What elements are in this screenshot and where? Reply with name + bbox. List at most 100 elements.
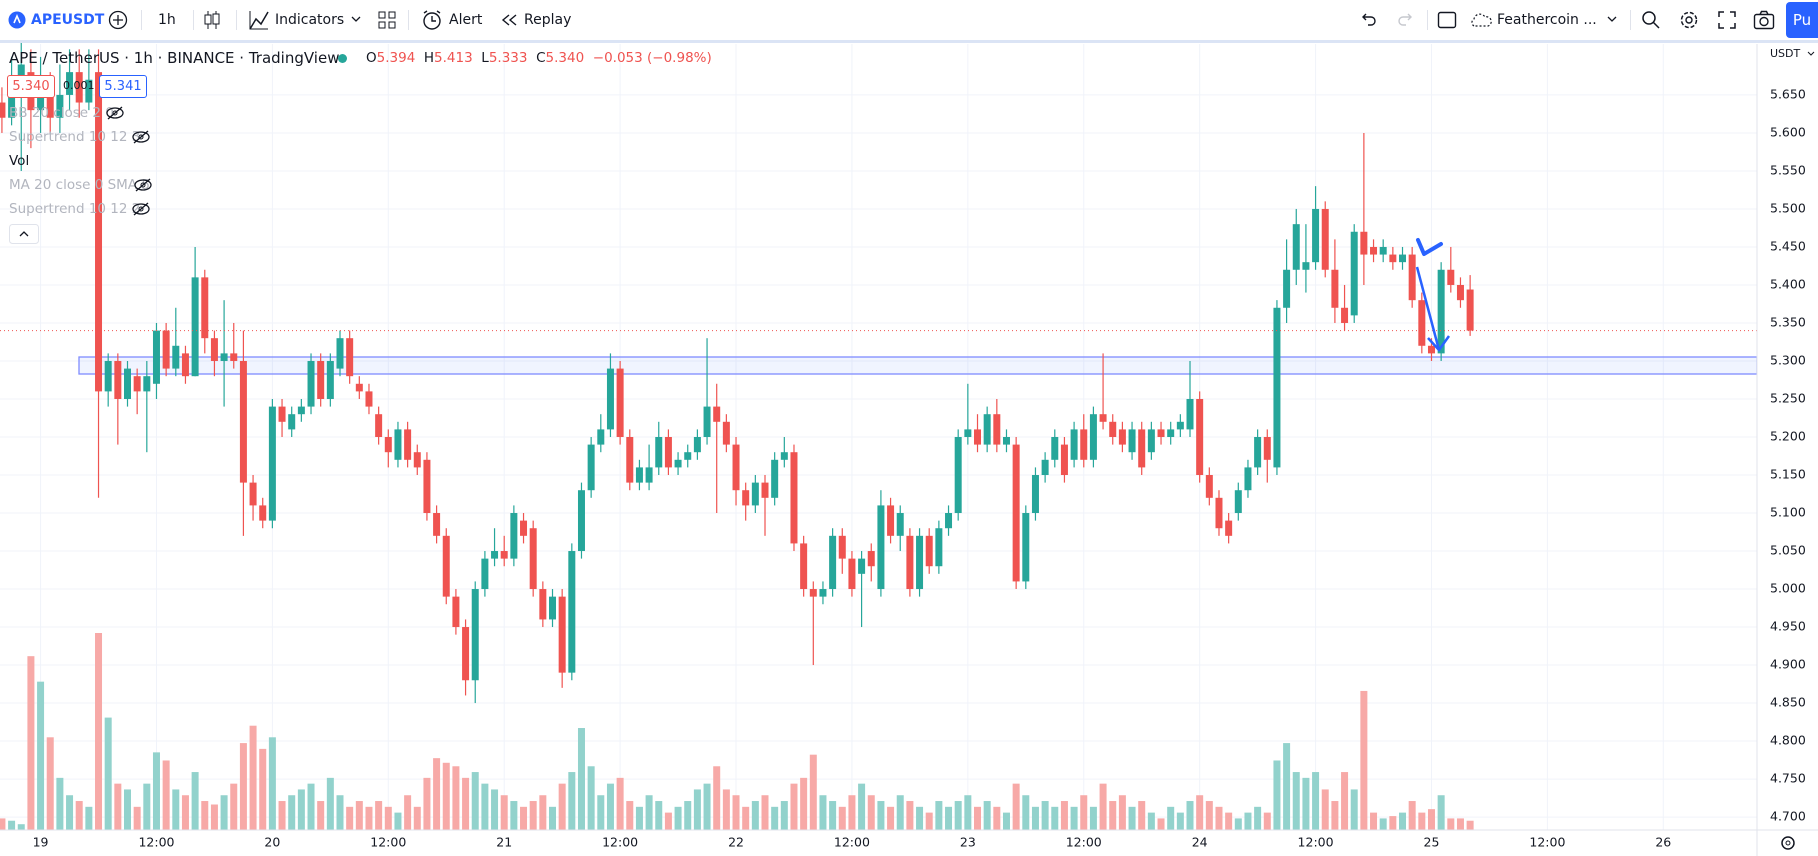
volume-bar bbox=[954, 801, 962, 830]
indicators-icon[interactable] bbox=[248, 9, 270, 31]
candle-body bbox=[722, 421, 730, 445]
candle-body bbox=[162, 330, 170, 369]
layout-box[interactable] bbox=[1437, 11, 1457, 29]
volume-bar bbox=[800, 777, 808, 830]
interval[interactable]: 1h bbox=[158, 12, 176, 28]
volume-bar bbox=[1447, 818, 1455, 830]
candle-body bbox=[85, 79, 93, 103]
hidden-eye[interactable] bbox=[105, 105, 125, 121]
settings[interactable] bbox=[1678, 9, 1700, 31]
alert-button[interactable]: Alert bbox=[449, 12, 483, 28]
undo[interactable] bbox=[1358, 11, 1378, 29]
volume-bar bbox=[8, 820, 16, 830]
volume-bar bbox=[1089, 806, 1097, 830]
indicator-label[interactable]: MA 20 close 0 SMA 5 bbox=[9, 177, 150, 193]
fullscreen[interactable] bbox=[1717, 10, 1737, 30]
buy-button[interactable]: 5.341 bbox=[99, 75, 147, 98]
indicator-label[interactable]: BB 20 close 2 0 bbox=[9, 105, 114, 121]
candle-body bbox=[1205, 475, 1213, 498]
volume-bar bbox=[433, 758, 441, 830]
y-tick-label: 4.700 bbox=[1770, 809, 1806, 824]
candle-body bbox=[771, 459, 779, 498]
candle-body bbox=[1389, 254, 1397, 263]
volume-bar bbox=[1051, 806, 1059, 830]
layout-name[interactable]: Feathercoin ... bbox=[1497, 12, 1597, 28]
volume-bar bbox=[858, 783, 866, 830]
candle-body bbox=[713, 406, 721, 422]
volume-bar bbox=[1205, 801, 1213, 830]
search[interactable] bbox=[1641, 10, 1661, 30]
snapshot[interactable] bbox=[1753, 10, 1775, 30]
hidden-eye[interactable] bbox=[131, 201, 151, 217]
replay-icon[interactable] bbox=[501, 13, 519, 27]
currency-label[interactable]: USDT bbox=[1770, 47, 1801, 60]
candle-body bbox=[1437, 269, 1445, 354]
candle-body bbox=[1012, 444, 1020, 582]
chart-type[interactable] bbox=[202, 9, 222, 31]
hidden-eye[interactable] bbox=[131, 129, 151, 145]
drawn-arrow[interactable] bbox=[1415, 266, 1441, 351]
indicator-label[interactable]: Supertrend 10 12 3 bbox=[9, 129, 141, 145]
indicator-label[interactable]: Vol bbox=[9, 153, 30, 169]
symbol-logo bbox=[8, 11, 26, 29]
candle-body bbox=[703, 406, 711, 437]
volume-bar bbox=[510, 801, 518, 830]
volume-bar bbox=[1312, 772, 1320, 830]
y-tick-label: 4.750 bbox=[1770, 771, 1806, 786]
volume-bar bbox=[684, 801, 692, 830]
sell-button[interactable]: 5.340 bbox=[7, 75, 55, 98]
indicator-label[interactable]: Supertrend 10 12 2 bbox=[9, 201, 141, 217]
symbol[interactable]: APEUSDT bbox=[31, 12, 105, 28]
volume-bar bbox=[114, 783, 122, 830]
volume-bar bbox=[220, 795, 228, 830]
settings-gear[interactable] bbox=[1781, 836, 1795, 850]
add-symbol[interactable] bbox=[108, 10, 128, 30]
x-tick-label: 12:00 bbox=[138, 835, 174, 850]
indicators-chevron[interactable] bbox=[350, 15, 362, 25]
volume-bar bbox=[916, 806, 924, 830]
candle-body bbox=[983, 414, 991, 445]
y-tick-label: 5.150 bbox=[1770, 467, 1806, 482]
y-tick-label: 5.550 bbox=[1770, 162, 1806, 177]
indicators-button[interactable]: Indicators bbox=[275, 12, 345, 28]
candle-body bbox=[529, 528, 537, 590]
volume-bar bbox=[1273, 760, 1281, 830]
candle-body bbox=[46, 87, 54, 118]
volume-bar bbox=[945, 806, 953, 830]
candle-body bbox=[336, 338, 344, 369]
candle-body bbox=[191, 277, 199, 377]
volume-bar bbox=[1283, 743, 1291, 830]
y-tick-label: 5.000 bbox=[1770, 581, 1806, 596]
volume-bar bbox=[491, 789, 499, 830]
candle-body bbox=[268, 406, 276, 521]
volume-bar bbox=[17, 824, 25, 830]
drawn-arrow-head[interactable] bbox=[1427, 335, 1451, 352]
volume-bar bbox=[172, 789, 180, 830]
cloud-icon[interactable] bbox=[1468, 11, 1494, 29]
drawn-check-arrow[interactable] bbox=[1416, 238, 1443, 256]
volume-bar bbox=[181, 795, 189, 830]
collapse-legend[interactable] bbox=[9, 224, 39, 244]
volume-bar bbox=[597, 795, 605, 830]
x-tick-label: 24 bbox=[1192, 835, 1208, 850]
publish-button[interactable]: Pu bbox=[1786, 2, 1818, 38]
candle-body bbox=[500, 551, 508, 559]
volume-bar bbox=[500, 795, 508, 830]
redo[interactable] bbox=[1396, 11, 1416, 29]
layouts-icon[interactable] bbox=[377, 10, 397, 30]
candle-body bbox=[1128, 429, 1136, 453]
volume-bar bbox=[104, 717, 112, 830]
volume-bar bbox=[1031, 806, 1039, 830]
layout-chevron[interactable] bbox=[1606, 15, 1618, 25]
volume-bar bbox=[1234, 818, 1242, 830]
candle-body bbox=[974, 429, 982, 445]
x-tick-label: 12:00 bbox=[602, 835, 638, 850]
candle-body bbox=[481, 558, 489, 590]
volume-bar bbox=[1302, 777, 1310, 830]
hidden-eye[interactable] bbox=[133, 177, 153, 193]
alert-icon[interactable] bbox=[421, 9, 443, 31]
volume-bar bbox=[1321, 789, 1329, 830]
volume-bar bbox=[143, 783, 151, 830]
replay-button[interactable]: Replay bbox=[524, 12, 572, 28]
